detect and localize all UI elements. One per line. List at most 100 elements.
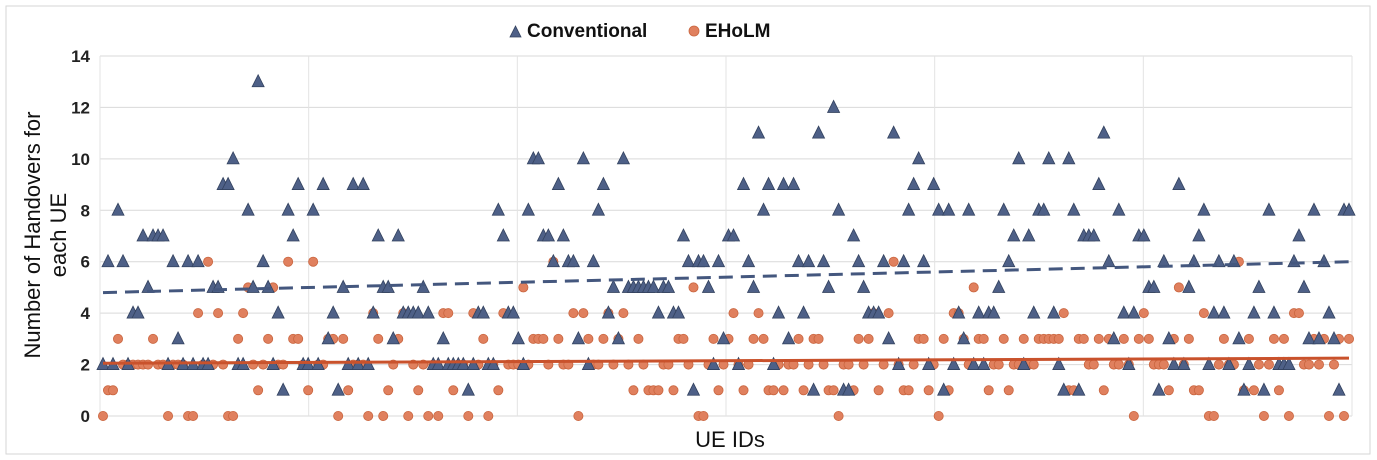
- conventional-point: [736, 176, 751, 190]
- conventional-point: [661, 279, 676, 293]
- conventional-point: [1102, 253, 1116, 268]
- eholm-point: [363, 410, 374, 421]
- conventional-point: [611, 330, 626, 345]
- eholm-point: [983, 385, 994, 396]
- eholm-point: [1328, 359, 1339, 370]
- eholm-point: [423, 410, 434, 421]
- eholm-point: [618, 308, 629, 319]
- conventional-point: [1047, 305, 1061, 319]
- eholm-point: [433, 410, 444, 421]
- y-tick-label: 8: [81, 201, 90, 220]
- eholm-point: [188, 410, 199, 421]
- eholm-point: [748, 333, 759, 344]
- eholm-point: [1078, 333, 1089, 344]
- conventional-point: [1007, 228, 1021, 242]
- eholm-point: [98, 410, 109, 421]
- conventional-point: [701, 279, 716, 293]
- conventional-point: [1242, 356, 1256, 370]
- conventional-point: [1127, 305, 1141, 319]
- eholm-point: [1278, 333, 1289, 344]
- eholm-point: [1163, 385, 1174, 396]
- eholm-point: [583, 333, 594, 344]
- conventional-point: [156, 228, 170, 242]
- conventional-point: [711, 253, 726, 268]
- eholm-point: [1303, 359, 1314, 370]
- eholm-point: [1248, 385, 1259, 396]
- eholm-point: [478, 333, 489, 344]
- conventional-point: [1307, 202, 1321, 216]
- conventional-point: [131, 305, 145, 319]
- conventional-point: [1117, 305, 1131, 319]
- conventional-point: [1137, 228, 1151, 242]
- conventional-point: [1052, 356, 1066, 370]
- conventional-point: [581, 356, 596, 370]
- eholm-point: [738, 385, 749, 396]
- conventional-point: [932, 202, 946, 216]
- eholm-point: [793, 333, 804, 344]
- eholm-point: [633, 333, 644, 344]
- conventional-point: [576, 150, 591, 165]
- conventional-point: [601, 305, 616, 319]
- eholm-point: [383, 385, 394, 396]
- conventional-point: [171, 330, 185, 345]
- conventional-point: [541, 228, 556, 242]
- conventional-point: [1312, 330, 1326, 345]
- eholm-point: [1128, 410, 1139, 421]
- eholm-point: [333, 410, 344, 421]
- conventional-point: [1327, 330, 1341, 345]
- eholm-point: [1293, 308, 1304, 319]
- conventional-point: [972, 305, 986, 319]
- conventional-point: [676, 228, 691, 242]
- eholm-point: [203, 256, 214, 267]
- conventional-point: [506, 305, 520, 319]
- conventional-point: [746, 279, 761, 293]
- eholm-point: [678, 333, 689, 344]
- conventional-point: [997, 202, 1011, 216]
- conventional-point: [331, 382, 345, 396]
- conventional-point: [901, 202, 916, 216]
- conventional-point: [1022, 228, 1036, 242]
- conventional-point: [1262, 202, 1276, 216]
- eholm-point: [1258, 410, 1269, 421]
- conventional-point: [421, 305, 435, 319]
- eholm-point: [1243, 333, 1254, 344]
- conventional-point: [937, 382, 951, 396]
- conventional-point: [531, 150, 545, 165]
- conventional-point: [651, 305, 666, 319]
- conventional-point: [806, 382, 821, 396]
- conventional-point: [1282, 356, 1296, 370]
- eholm-point: [1283, 410, 1294, 421]
- conventional-point: [1222, 356, 1236, 370]
- conventional-point: [1322, 305, 1336, 319]
- eholm-point: [1088, 359, 1099, 370]
- eholm-point: [518, 282, 529, 293]
- conventional-point: [756, 202, 771, 216]
- eholm-point: [758, 333, 769, 344]
- conventional-point: [801, 253, 816, 268]
- conventional-point: [826, 99, 841, 113]
- conventional-point: [671, 305, 686, 319]
- conventional-point: [606, 279, 621, 293]
- conventional-point: [281, 202, 295, 216]
- legend-marker-conventional: [509, 25, 522, 38]
- conventional-point: [791, 253, 806, 268]
- conventional-point: [436, 330, 450, 345]
- conventional-point: [952, 305, 966, 319]
- conventional-point: [846, 228, 861, 242]
- eholm-trendline: [102, 356, 1350, 365]
- eholm-point: [713, 385, 724, 396]
- eholm-point: [1053, 333, 1064, 344]
- conventional-point: [786, 176, 801, 190]
- conventional-point: [101, 253, 115, 268]
- eholm-point: [378, 410, 389, 421]
- y-tick-label: 6: [81, 253, 90, 272]
- eholm-point: [338, 333, 349, 344]
- conventional-point: [942, 202, 956, 216]
- conventional-point: [466, 356, 480, 370]
- conventional-point: [371, 228, 385, 242]
- conventional-point: [136, 228, 150, 242]
- legend-marker-eholm: [688, 25, 700, 37]
- eholm-point: [1198, 308, 1209, 319]
- eholm-point: [853, 333, 864, 344]
- eholm-point: [1344, 333, 1355, 344]
